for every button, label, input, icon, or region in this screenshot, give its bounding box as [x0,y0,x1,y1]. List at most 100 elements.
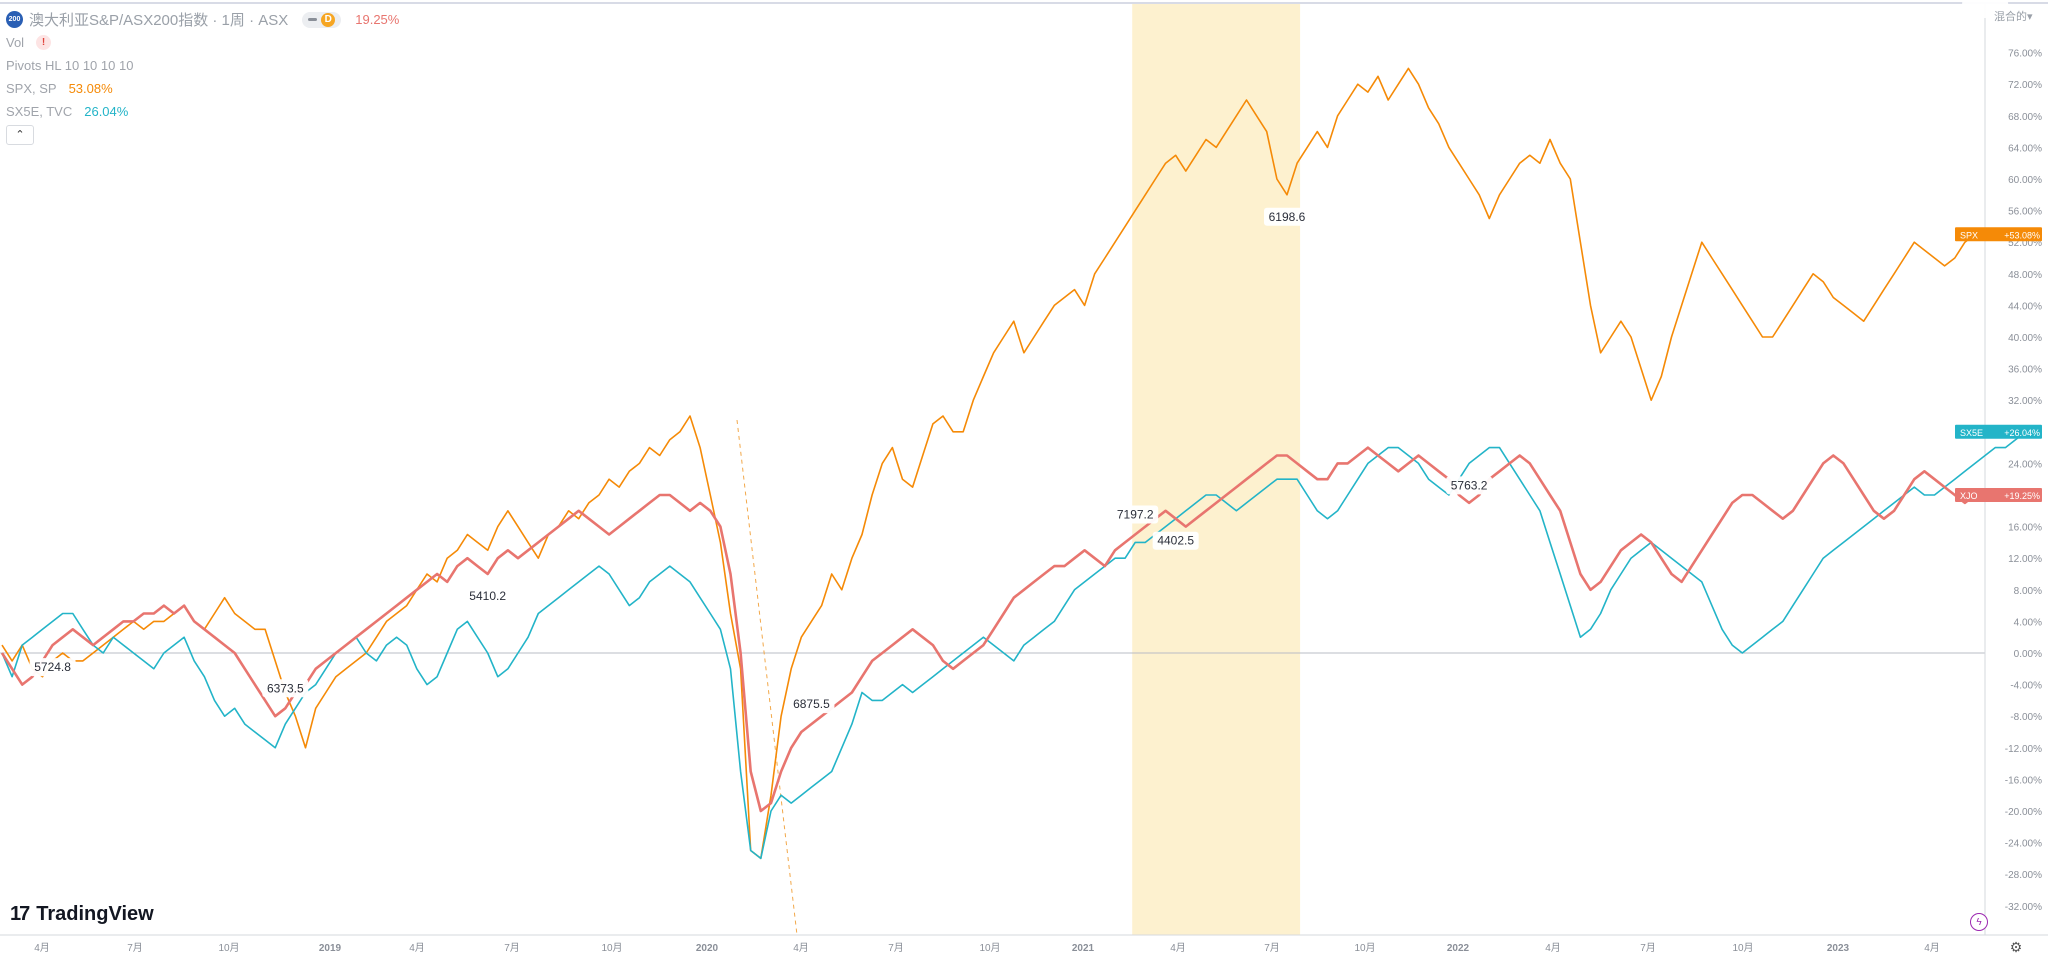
pivot-label: 5763.2 [1446,476,1493,495]
legend-item-pivots[interactable]: Pivots HL 10 10 10 10 [6,54,399,77]
x-tick-label: 2019 [319,943,342,954]
y-tick-label: 48.00% [2008,270,2042,281]
x-tick-label: 4月 [1545,942,1561,954]
y-tick-label: 24.00% [2008,459,2042,470]
series-price-label-bg [1955,424,2042,439]
pivot-label-text: 6875.5 [793,697,830,711]
pivot-label: 7197.2 [1112,505,1159,524]
y-tick-label: 4.00% [2014,617,2042,628]
series-price-label-xjo: XJO +19.25% [1955,488,2042,502]
series-name-label: XJO [1960,491,1978,501]
legend-toggle-row: ⌃ [6,123,399,146]
y-tick-label: -8.00% [2010,712,2042,723]
x-tick-label: 7月 [127,942,143,954]
x-tick-label: 7月 [1264,942,1280,954]
scale-mode-button[interactable]: 混合的▾ [1994,8,2033,24]
y-tick-label: 52.00% [2008,238,2042,249]
pivot-label-text: 6198.6 [1269,210,1306,224]
y-tick-label: -28.00% [2005,870,2042,881]
legend-item-sx5e[interactable]: SX5E, TVC 26.04% [6,100,399,123]
x-tick-label: 4月 [34,942,50,954]
plot-area [0,0,1985,935]
y-tick-label: 16.00% [2008,523,2042,534]
y-tick-label: -4.00% [2010,681,2042,692]
pivot-label-bg [29,658,76,677]
symbol-title[interactable]: 澳大利亚S&P/ASX200指数 · 1周 · ASX [29,12,289,29]
tradingview-logo[interactable]: 17 TradingView [10,903,154,926]
pivot-label: 5724.8 [29,658,76,677]
pivot-label: 6198.6 [1263,207,1310,226]
data-status-badge[interactable]: D [302,11,342,28]
chevron-down-icon: ▾ [2027,11,2033,23]
d-icon: D [321,12,336,27]
series-price-label-bg [1955,488,2042,502]
series-price-label-bg [1955,227,2042,242]
legend-item-spx[interactable]: SPX, SP 53.08% [6,77,399,100]
x-tick-label: 2020 [696,943,719,954]
pivot-label-text: 5410.2 [469,589,506,603]
x-tick-label: 10月 [1732,942,1753,954]
pivot-label: 6875.5 [788,695,835,714]
pivot-label-bg [1446,476,1493,495]
pivot-label-bg [262,679,309,698]
gear-icon[interactable]: ⚙ [2009,938,2023,955]
series-name-label: SX5E [1960,428,1983,438]
pivot-label-text: 5724.8 [34,660,71,674]
series-value-label: +53.08% [2004,230,2040,240]
tradingview-mark-icon: 17 [10,903,30,925]
series-name-label: SPX [1960,230,1978,240]
x-tick-label: 4月 [409,942,425,954]
x-tick-label: 4月 [1924,942,1940,954]
collapse-legend-button[interactable]: ⌃ [6,124,34,145]
x-tick-label: 10月 [601,942,622,954]
bolt-icon[interactable]: ϟ [1970,913,1988,931]
y-tick-label: -12.00% [2005,744,2042,755]
legend-label: Pivots HL 10 10 10 10 [6,58,134,73]
y-tick-label: 68.00% [2008,112,2042,123]
y-tick-label: -20.00% [2005,807,2042,818]
y-tick-label: 40.00% [2008,333,2042,344]
legend-label: SX5E, TVC [6,104,73,119]
pivot-label: 7632.8 [1962,0,2009,18]
y-tick-label: -24.00% [2005,839,2042,850]
x-tick-label: 7月 [888,942,904,954]
pivot-label-text: 7197.2 [1117,508,1154,522]
y-tick-label: 60.00% [2008,175,2042,186]
pivot-label-text: 7632.8 [1967,0,2004,3]
highlight-range [1132,4,1301,935]
pivot-label-text: 4402.5 [1157,534,1194,548]
legend-value: 53.08% [68,81,113,96]
x-tick-label: 2022 [1447,943,1470,954]
alert-icon[interactable]: ! [36,35,52,50]
x-tick-label: 7月 [1640,942,1656,954]
y-tick-label: 8.00% [2014,586,2042,597]
minus-icon [308,18,318,21]
y-tick-label: 0.00% [2014,649,2042,660]
y-tick-label: 44.00% [2008,301,2042,312]
pivot-label: 6373.5 [262,679,309,698]
x-tick-label: 7月 [504,942,520,954]
y-tick-label: -32.00% [2005,902,2042,913]
legend-label: SPX, SP [6,81,57,96]
logo-text: TradingView [36,903,154,925]
series-value-label: +26.04% [2004,428,2040,438]
series-value-label: +19.25% [2004,491,2040,501]
pivot-label-bg [1263,207,1310,226]
pivot-label-bg [1152,531,1199,550]
pivot-connector [736,419,798,936]
y-tick-label: 72.00% [2008,80,2042,91]
pivot-label: 5410.2 [464,587,511,605]
series-price-label-sx5e: SX5E +26.04% [1955,424,2042,439]
series-line-spx [1,67,1976,860]
symbol-badge[interactable]: 200 [6,11,23,28]
legend-item-vol[interactable]: Vol ! [6,31,399,54]
y-tick-label: 36.00% [2008,365,2042,376]
y-tick-label: 76.00% [2008,49,2042,60]
x-tick-label: 4月 [1170,942,1186,954]
x-tick-label: 10月 [218,942,239,954]
x-tick-label: 4月 [793,942,809,954]
pivot-label-text: 5763.2 [1451,478,1488,492]
header-row: 200 澳大利亚S&P/ASX200指数 · 1周 · ASX D 19.25% [6,8,399,31]
pivot-label-bg [1962,0,2009,18]
